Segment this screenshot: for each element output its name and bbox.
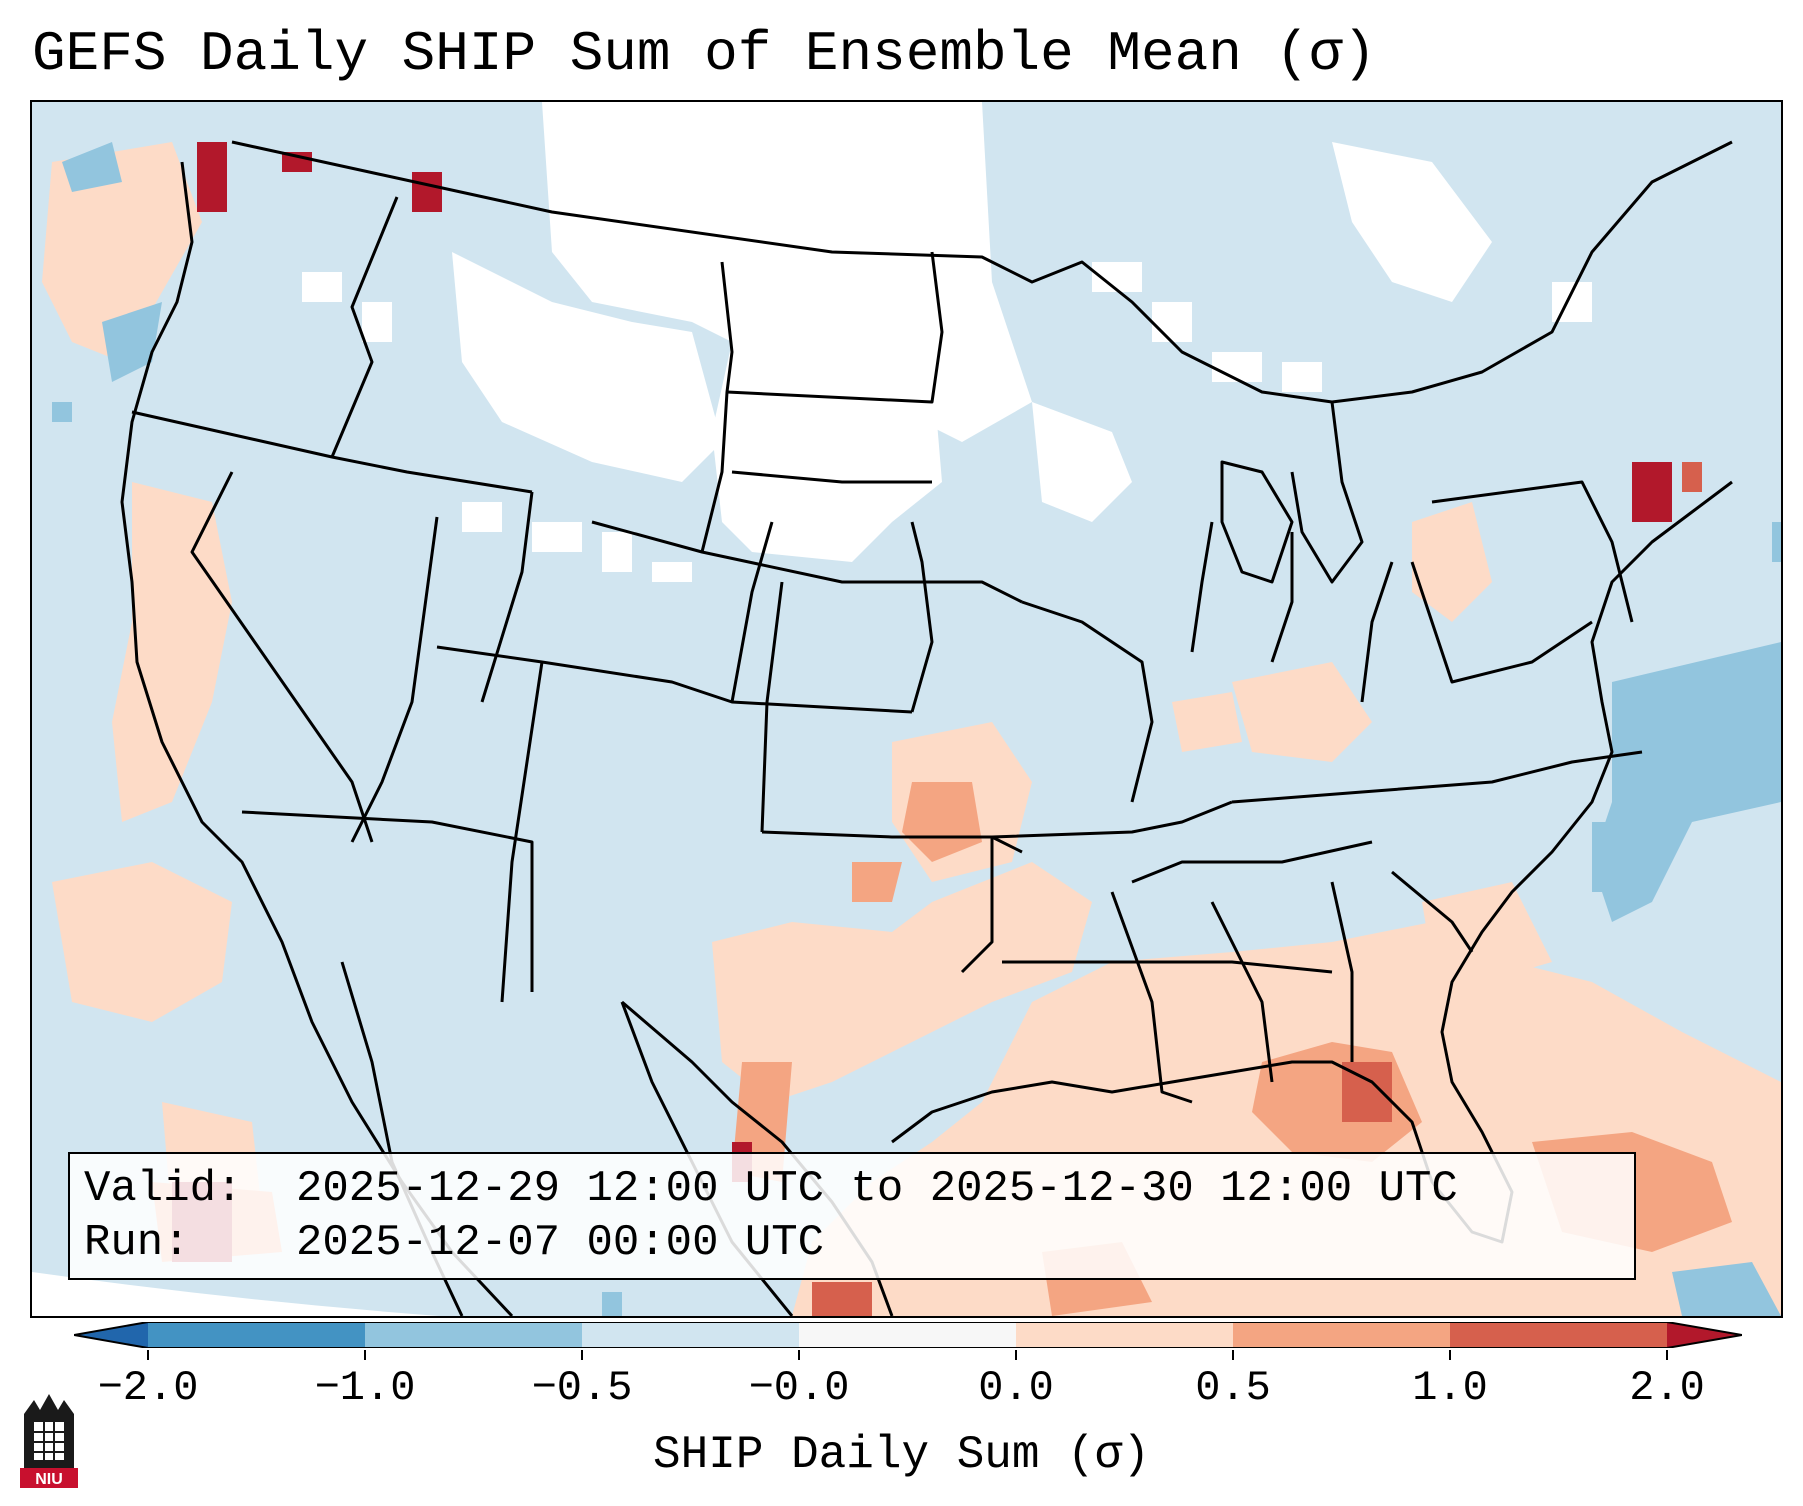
colorbar-bin-neg1-neg05 bbox=[365, 1322, 582, 1348]
tick-mark bbox=[364, 1350, 366, 1360]
tick-mark bbox=[798, 1350, 800, 1360]
tick-label: 0.0 bbox=[978, 1364, 1054, 1412]
tick-label: 2.0 bbox=[1629, 1364, 1705, 1412]
tick-label: 1.0 bbox=[1412, 1364, 1488, 1412]
no-signal-areas bbox=[302, 102, 1592, 582]
valid-value: 2025-12-29 12:00 UTC to 2025-12-30 12:00… bbox=[296, 1164, 1458, 1214]
run-row: Run: 2025-12-07 00:00 UTC bbox=[84, 1216, 1620, 1270]
valid-row: Valid: 2025-12-29 12:00 UTC to 2025-12-30… bbox=[84, 1162, 1620, 1216]
tick-mark bbox=[1449, 1350, 1451, 1360]
colorbar-bin-05-1 bbox=[1233, 1322, 1450, 1348]
tick-mark bbox=[581, 1350, 583, 1360]
niu-logo: NIU bbox=[20, 1394, 78, 1488]
chart-title: GEFS Daily SHIP Sum of Ensemble Mean (σ) bbox=[32, 22, 1377, 86]
tick-mark bbox=[1232, 1350, 1234, 1360]
colorbar-extend-low bbox=[74, 1322, 148, 1348]
tick-mark bbox=[147, 1350, 149, 1360]
colorbar bbox=[74, 1322, 1742, 1348]
colorbar-ticks: −2.0 −1.0 −0.5 −0.0 0.0 0.5 1.0 2.0 bbox=[0, 1350, 1803, 1410]
valid-label: Valid: bbox=[84, 1164, 243, 1214]
map-panel bbox=[30, 100, 1783, 1318]
logo-text: NIU bbox=[35, 1471, 63, 1488]
negative-moderate-areas bbox=[52, 142, 1781, 1316]
colorbar-extend-high bbox=[1667, 1322, 1742, 1348]
colorbar-bin-zero bbox=[799, 1322, 1016, 1348]
tick-label: −0.0 bbox=[748, 1364, 850, 1412]
tick-label: 0.5 bbox=[1195, 1364, 1271, 1412]
run-value: 2025-12-07 00:00 UTC bbox=[296, 1218, 825, 1268]
colorbar-bin-1-2 bbox=[1450, 1322, 1667, 1348]
valid-run-info-box: Valid: 2025-12-29 12:00 UTC to 2025-12-30… bbox=[68, 1152, 1636, 1280]
run-label: Run: bbox=[84, 1218, 190, 1268]
tick-mark bbox=[1666, 1350, 1668, 1360]
colorbar-bin-neg2-neg1 bbox=[148, 1322, 365, 1348]
colorbar-label: SHIP Daily Sum (σ) bbox=[653, 1429, 1150, 1481]
tick-mark bbox=[1015, 1350, 1017, 1360]
tick-label: −2.0 bbox=[97, 1364, 199, 1412]
tick-label: −1.0 bbox=[314, 1364, 416, 1412]
tick-label: −0.5 bbox=[531, 1364, 633, 1412]
colorbar-bin-0-05 bbox=[1016, 1322, 1233, 1348]
colorbar-bin-neg05-0 bbox=[582, 1322, 799, 1348]
projection-edge bbox=[32, 1272, 440, 1316]
map-canvas bbox=[32, 102, 1781, 1316]
